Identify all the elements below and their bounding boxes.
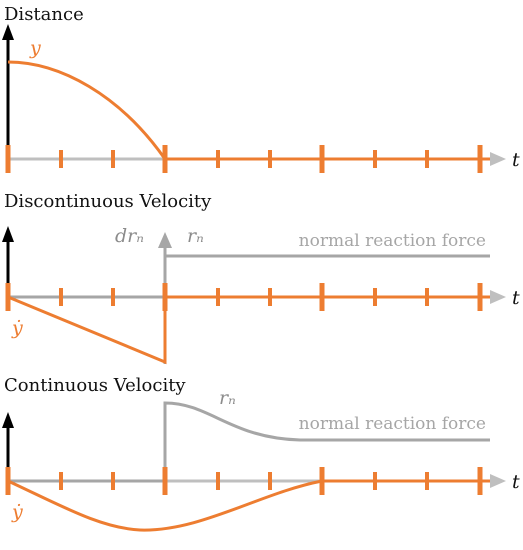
force-note: normal reaction force [299, 231, 486, 251]
velocity-curve-label: ẏ [11, 501, 23, 523]
force-label: rₙ [187, 225, 204, 247]
time-axis-arrow-icon [490, 290, 506, 304]
time-label: t [512, 287, 520, 309]
panel-title-continuous: Continuous Velocity [4, 375, 186, 396]
time-label: t [512, 471, 520, 493]
time-axis-arrow-icon [490, 152, 506, 166]
velocity-curve-continuous [7, 479, 323, 532]
distance-curve [7, 60, 167, 160]
velocity-curve-discontinuous [7, 295, 167, 365]
time-ticks [5, 145, 483, 173]
distance-curve-label: y [29, 37, 41, 59]
time-label: t [512, 149, 520, 171]
vertical-axis-arrow-icon [2, 24, 14, 40]
force-label: rₙ [219, 387, 236, 409]
force-curve [163, 401, 490, 481]
vertical-axis-arrow-icon [2, 412, 14, 428]
panel-continuous-velocity: Continuous Velocity t rₙ normal reaction… [2, 375, 520, 532]
panel-title-discontinuous: Discontinuous Velocity [4, 191, 212, 212]
velocity-curve-label: ẏ [11, 317, 23, 339]
panel-title-distance: Distance [4, 4, 84, 25]
vertical-axis-arrow-icon [2, 226, 14, 242]
impulse-arrow-icon [158, 232, 172, 248]
panel-discontinuous-velocity: Discontinuous Velocity t drₙ rₙ normal r… [2, 191, 520, 365]
force-note: normal reaction force [299, 414, 486, 434]
panel-distance: Distance t y [2, 4, 520, 173]
impulse-label: drₙ [115, 225, 144, 247]
time-axis-arrow-icon [490, 474, 506, 488]
